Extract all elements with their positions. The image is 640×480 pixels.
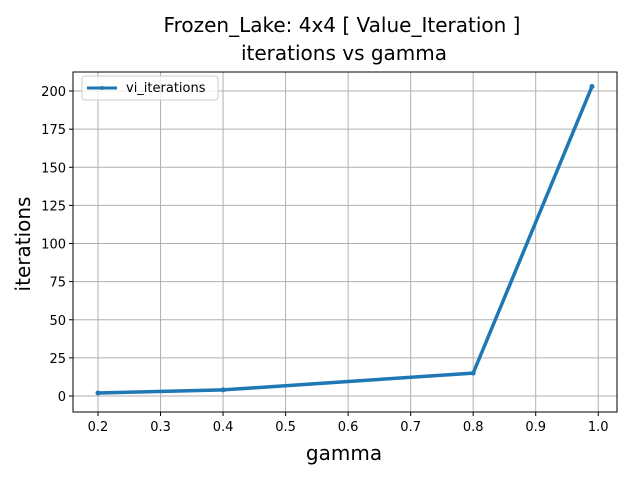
y-tick-label: 200	[41, 85, 66, 100]
data-point	[220, 387, 226, 393]
y-tick-label: 0	[58, 390, 66, 405]
legend-marker-vi-iterations	[100, 86, 104, 90]
grid-lines	[73, 72, 617, 412]
x-tick-label: 0.7	[400, 420, 421, 435]
x-tick-label: 0.4	[213, 420, 234, 435]
y-tick-label: 150	[41, 161, 66, 176]
y-tick-label: 100	[41, 238, 66, 253]
y-tick-label: 25	[49, 352, 66, 367]
x-tick-label: 0.3	[150, 420, 171, 435]
legend-box	[81, 75, 219, 101]
x-tick-label: 0.9	[525, 420, 546, 435]
legend: vi_iterations	[81, 75, 219, 101]
x-tick-label: 0.2	[88, 420, 109, 435]
data-point	[470, 370, 476, 376]
x-tick-label: 1.0	[588, 420, 609, 435]
x-tick-label: 0.6	[338, 420, 359, 435]
chart-title-line2: iterations vs gamma	[241, 41, 447, 65]
x-axis-ticks: 0.2 0.3 0.4 0.5 0.6 0.7 0.8 0.9 1.0	[88, 412, 609, 435]
y-tick-label: 175	[41, 123, 66, 138]
x-tick-label: 0.8	[463, 420, 484, 435]
chart-title-line1: Frozen_Lake: 4x4 [ Value_Iteration ]	[164, 13, 521, 37]
y-axis-label: iterations	[11, 197, 35, 292]
series-layer	[95, 83, 595, 396]
plot-frame	[72, 71, 618, 413]
series-line-vi_iterations	[96, 84, 594, 395]
y-tick-label: 125	[41, 199, 66, 214]
x-tick-label: 0.5	[275, 420, 296, 435]
y-tick-label: 50	[49, 314, 66, 329]
x-axis-label: gamma	[306, 441, 382, 465]
y-axis-ticks: 0 25 50 75 100 125 150 175 200	[41, 85, 73, 405]
data-point	[589, 83, 595, 89]
legend-label-vi-iterations: vi_iterations	[126, 81, 206, 96]
data-point	[95, 390, 101, 396]
y-tick-label: 75	[49, 276, 66, 291]
